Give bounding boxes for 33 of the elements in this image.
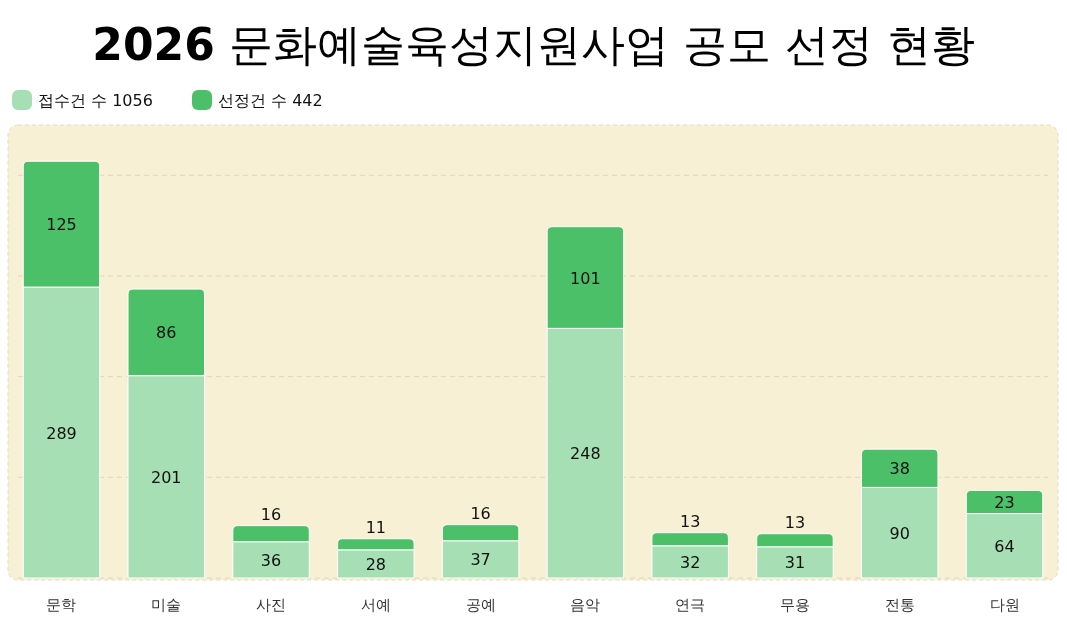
data-label: 16 — [470, 503, 491, 523]
x-tick-label: 공예 — [465, 596, 496, 614]
data-label: 31 — [784, 553, 806, 573]
data-label: 125 — [46, 215, 77, 235]
data-label: 38 — [889, 459, 910, 479]
legend-label: 접수건 수 1056 — [38, 91, 153, 110]
x-tick-label: 연극 — [675, 596, 706, 614]
data-label: 289 — [46, 423, 77, 443]
data-label: 86 — [156, 323, 177, 343]
data-label: 37 — [470, 550, 491, 570]
data-label: 64 — [994, 536, 1015, 556]
x-tick-label: 사진 — [256, 596, 287, 614]
data-label: 36 — [260, 550, 282, 570]
data-label: 201 — [150, 467, 182, 487]
x-tick-label: 미술 — [151, 596, 182, 614]
x-tick-label: 서예 — [360, 596, 391, 614]
data-label: 16 — [260, 504, 282, 524]
data-label: 28 — [365, 554, 387, 574]
data-label: 11 — [365, 517, 387, 537]
data-label: 32 — [679, 552, 701, 572]
data-label: 101 — [570, 268, 601, 288]
x-tick-label: 문학 — [46, 596, 77, 614]
x-tick-label: 전통 — [884, 596, 915, 614]
data-label: 248 — [570, 444, 601, 464]
data-label: 13 — [679, 511, 701, 531]
legend-label: 선정건 수 442 — [218, 91, 323, 110]
chart-title: 2026 문화예술육성지원사업 공모 선정 현황 — [92, 19, 975, 70]
data-label: 23 — [994, 493, 1015, 512]
x-tick-label: 다원 — [989, 596, 1020, 614]
data-label: 13 — [784, 512, 806, 532]
x-tick-label: 음악 — [570, 596, 601, 614]
data-label: 90 — [889, 523, 910, 543]
x-tick-label: 무용 — [779, 596, 810, 614]
